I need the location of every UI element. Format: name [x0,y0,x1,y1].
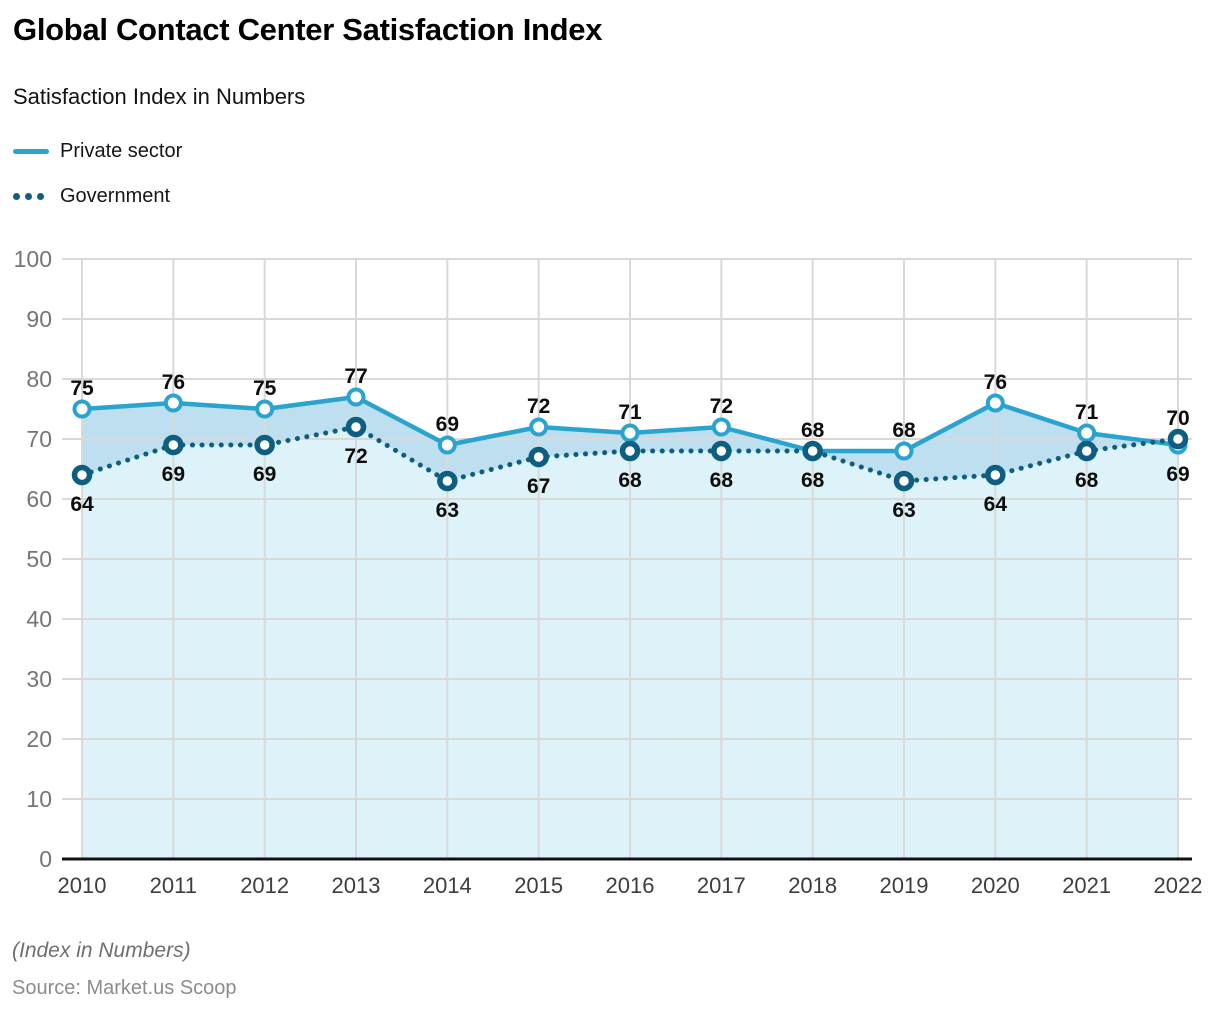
source-attribution: Source: Market.us Scoop [12,977,237,999]
data-point-government-2011 [163,434,184,456]
y-tick-label-10: 10 [26,786,52,812]
data-label-private-sector-2011: 76 [162,371,185,394]
data-point-private-sector-2017 [711,417,731,437]
data-label-government-2014: 63 [436,499,459,522]
data-point-government-2014 [437,470,458,492]
data-label-private-sector-2010: 75 [70,377,94,400]
x-tick-label-2021: 2021 [1062,873,1111,898]
data-point-private-sector-2014 [437,435,457,455]
y-tick-label-40: 40 [26,606,52,632]
data-point-government-2010 [71,464,93,486]
chart-subtitle: Satisfaction Index in Numbers [13,84,306,109]
data-point-private-sector-2012 [255,399,275,419]
data-label-private-sector-2013: 77 [344,365,367,388]
legend-label-private-sector: Private sector [60,140,183,162]
data-point-private-sector-2021 [1077,423,1097,443]
data-point-private-sector-2013 [346,387,366,407]
data-point-government-2015 [528,446,549,468]
x-tick-label-2014: 2014 [423,873,472,898]
y-tick-label-100: 100 [14,246,52,272]
x-tick-label-2010: 2010 [58,873,107,898]
data-label-private-sector-2020: 76 [984,371,1007,394]
data-label-private-sector-2017: 72 [710,395,733,418]
data-point-government-2012 [254,434,275,456]
x-tick-label-2022: 2022 [1154,873,1203,898]
x-tick-label-2017: 2017 [697,873,746,898]
dot-icon [25,193,32,200]
government-dotted-swatch-icon [13,193,49,200]
x-tick-label-2018: 2018 [788,873,837,898]
legend-item-government: Government [13,185,182,208]
data-label-private-sector-2016: 71 [618,401,642,424]
x-tick-label-2019: 2019 [880,873,929,898]
data-point-private-sector-2011 [163,393,183,413]
data-point-government-2013 [345,416,367,438]
legend-item-private-sector: Private sector [13,140,182,163]
data-label-government-2017: 68 [710,469,734,492]
chart-legend: Private sector Government [13,140,182,208]
data-point-private-sector-2010 [72,399,92,419]
y-tick-label-50: 50 [26,546,52,572]
data-point-government-2020 [985,464,1006,486]
data-point-government-2018 [802,440,823,462]
data-label-private-sector-2015: 72 [527,395,550,418]
data-label-private-sector-2021: 71 [1075,401,1099,424]
data-label-government-2011: 69 [162,463,185,486]
data-point-private-sector-2016 [620,423,640,443]
y-tick-label-20: 20 [26,726,52,752]
data-label-private-sector-2018: 68 [801,419,825,442]
legend-label-government: Government [60,185,171,207]
data-label-private-sector-2022: 69 [1166,463,1189,486]
x-tick-label-2020: 2020 [971,873,1020,898]
private-sector-line-swatch-icon [13,149,49,154]
x-tick-label-2012: 2012 [240,873,289,898]
data-point-private-sector-2015 [529,417,549,437]
data-label-government-2013: 72 [344,445,367,468]
y-tick-label-0: 0 [39,846,52,872]
data-label-government-2016: 68 [618,469,642,492]
index-unit-note: (Index in Numbers) [12,939,191,962]
y-tick-label-70: 70 [26,426,52,452]
data-label-government-2018: 68 [801,469,825,492]
data-point-government-2017 [711,440,732,462]
data-label-government-2020: 64 [984,493,1008,516]
x-tick-label-2016: 2016 [606,873,655,898]
y-tick-label-80: 80 [26,366,52,392]
dot-icon [13,193,20,200]
data-label-private-sector-2012: 75 [253,377,277,400]
data-point-government-2022 [1167,428,1189,450]
data-label-government-2019: 63 [892,499,915,522]
page-title: Global Contact Center Satisfaction Index [13,12,603,47]
x-tick-label-2013: 2013 [332,873,381,898]
y-tick-label-60: 60 [26,486,52,512]
x-tick-label-2011: 2011 [150,873,197,898]
y-tick-label-90: 90 [26,306,52,332]
data-point-private-sector-2019 [894,441,914,461]
data-point-private-sector-2020 [985,393,1005,413]
data-point-government-2016 [619,440,641,462]
x-tick-label-2015: 2015 [514,873,563,898]
dot-icon [37,193,44,200]
data-label-government-2010: 64 [70,493,94,516]
data-label-government-2022: 70 [1166,407,1189,430]
data-label-government-2012: 69 [253,463,276,486]
data-point-government-2019 [893,470,915,492]
data-label-private-sector-2014: 69 [436,413,459,436]
data-label-government-2015: 67 [527,475,550,498]
data-label-private-sector-2019: 68 [892,419,916,442]
y-tick-label-30: 30 [26,666,52,692]
data-label-government-2021: 68 [1075,469,1099,492]
data-point-government-2021 [1076,440,1097,462]
